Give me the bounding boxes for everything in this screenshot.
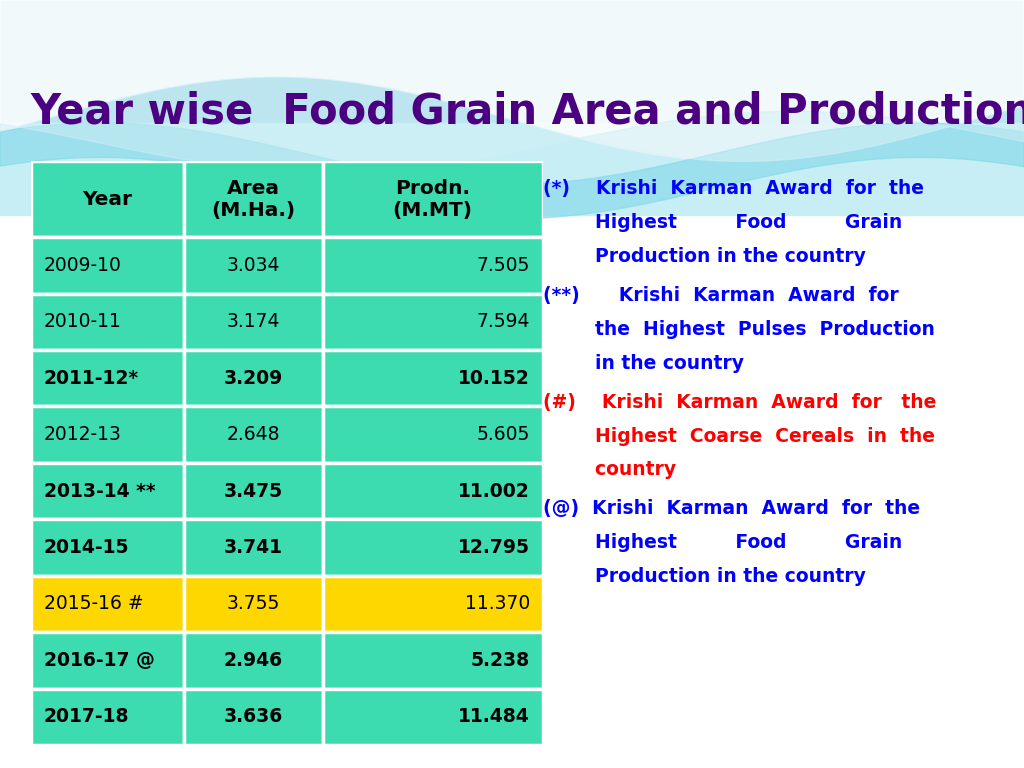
Bar: [323, 689, 543, 745]
Text: 3.636: 3.636: [224, 707, 283, 727]
Text: (**)      Krishi  Karman  Award  for: (**) Krishi Karman Award for: [543, 286, 898, 305]
Text: 3.174: 3.174: [226, 313, 281, 331]
Bar: [184, 237, 323, 293]
Text: 10.152: 10.152: [458, 369, 530, 388]
Text: 2015-16 #: 2015-16 #: [43, 594, 143, 614]
Text: 2009-10: 2009-10: [43, 256, 122, 275]
Text: (*)    Krishi  Karman  Award  for  the: (*) Krishi Karman Award for the: [543, 179, 924, 198]
Bar: [323, 576, 543, 632]
Text: the  Highest  Pulses  Production: the Highest Pulses Production: [543, 319, 935, 339]
Text: 2.648: 2.648: [226, 425, 281, 444]
Bar: [31, 632, 184, 689]
Text: 7.594: 7.594: [476, 313, 530, 331]
Bar: [31, 463, 184, 519]
Text: 3.475: 3.475: [224, 482, 283, 501]
Bar: [0, 0, 1024, 169]
Bar: [31, 350, 184, 406]
Text: 2011-12*: 2011-12*: [43, 369, 138, 388]
Bar: [31, 519, 184, 576]
Text: 3.034: 3.034: [226, 256, 281, 275]
Text: (#)    Krishi  Karman  Award  for   the: (#) Krishi Karman Award for the: [543, 392, 936, 412]
Text: 11.002: 11.002: [458, 482, 530, 501]
Text: Highest  Coarse  Cereals  in  the: Highest Coarse Cereals in the: [543, 426, 935, 445]
Text: 5.605: 5.605: [476, 425, 530, 444]
Text: Year: Year: [83, 190, 132, 209]
Text: 2013-14 **: 2013-14 **: [43, 482, 156, 501]
Text: 11.484: 11.484: [458, 707, 530, 727]
Text: (@)  Krishi  Karman  Award  for  the: (@) Krishi Karman Award for the: [543, 499, 920, 518]
Text: 2012-13: 2012-13: [43, 425, 122, 444]
Bar: [31, 293, 184, 350]
Bar: [323, 519, 543, 576]
Bar: [184, 689, 323, 745]
Text: Year wise  Food Grain Area and Production: Year wise Food Grain Area and Production: [31, 91, 1024, 133]
Bar: [323, 632, 543, 689]
Text: Prodn.
(M.MT): Prodn. (M.MT): [392, 179, 473, 220]
Text: 2017-18: 2017-18: [43, 707, 129, 727]
Text: 3.741: 3.741: [224, 538, 283, 557]
Bar: [184, 293, 323, 350]
Text: 3.209: 3.209: [224, 369, 283, 388]
Text: 7.505: 7.505: [476, 256, 530, 275]
Bar: [31, 161, 184, 237]
Text: Area
(M.Ha.): Area (M.Ha.): [211, 179, 296, 220]
Bar: [184, 576, 323, 632]
Text: 2014-15: 2014-15: [43, 538, 129, 557]
Bar: [323, 350, 543, 406]
Text: 3.755: 3.755: [226, 594, 281, 614]
Bar: [184, 632, 323, 689]
Bar: [0, 123, 1024, 215]
Bar: [184, 350, 323, 406]
Bar: [31, 576, 184, 632]
Bar: [323, 463, 543, 519]
Bar: [31, 689, 184, 745]
Bar: [323, 161, 543, 237]
Bar: [323, 406, 543, 463]
Text: Highest         Food         Grain: Highest Food Grain: [543, 534, 902, 552]
Text: 2010-11: 2010-11: [43, 313, 122, 331]
Bar: [31, 237, 184, 293]
Bar: [31, 406, 184, 463]
Text: 5.238: 5.238: [471, 650, 530, 670]
Bar: [323, 237, 543, 293]
Text: 2016-17 @: 2016-17 @: [43, 650, 155, 670]
Text: country: country: [543, 461, 676, 479]
Text: Highest         Food         Grain: Highest Food Grain: [543, 213, 902, 232]
Bar: [184, 463, 323, 519]
Text: Production in the country: Production in the country: [543, 568, 865, 586]
Text: Production in the country: Production in the country: [543, 247, 865, 266]
Text: 12.795: 12.795: [458, 538, 530, 557]
Bar: [184, 406, 323, 463]
Text: in the country: in the country: [543, 354, 743, 372]
Bar: [323, 293, 543, 350]
Text: 11.370: 11.370: [465, 594, 530, 614]
Bar: [184, 161, 323, 237]
Text: 2.946: 2.946: [224, 650, 283, 670]
Bar: [184, 519, 323, 576]
